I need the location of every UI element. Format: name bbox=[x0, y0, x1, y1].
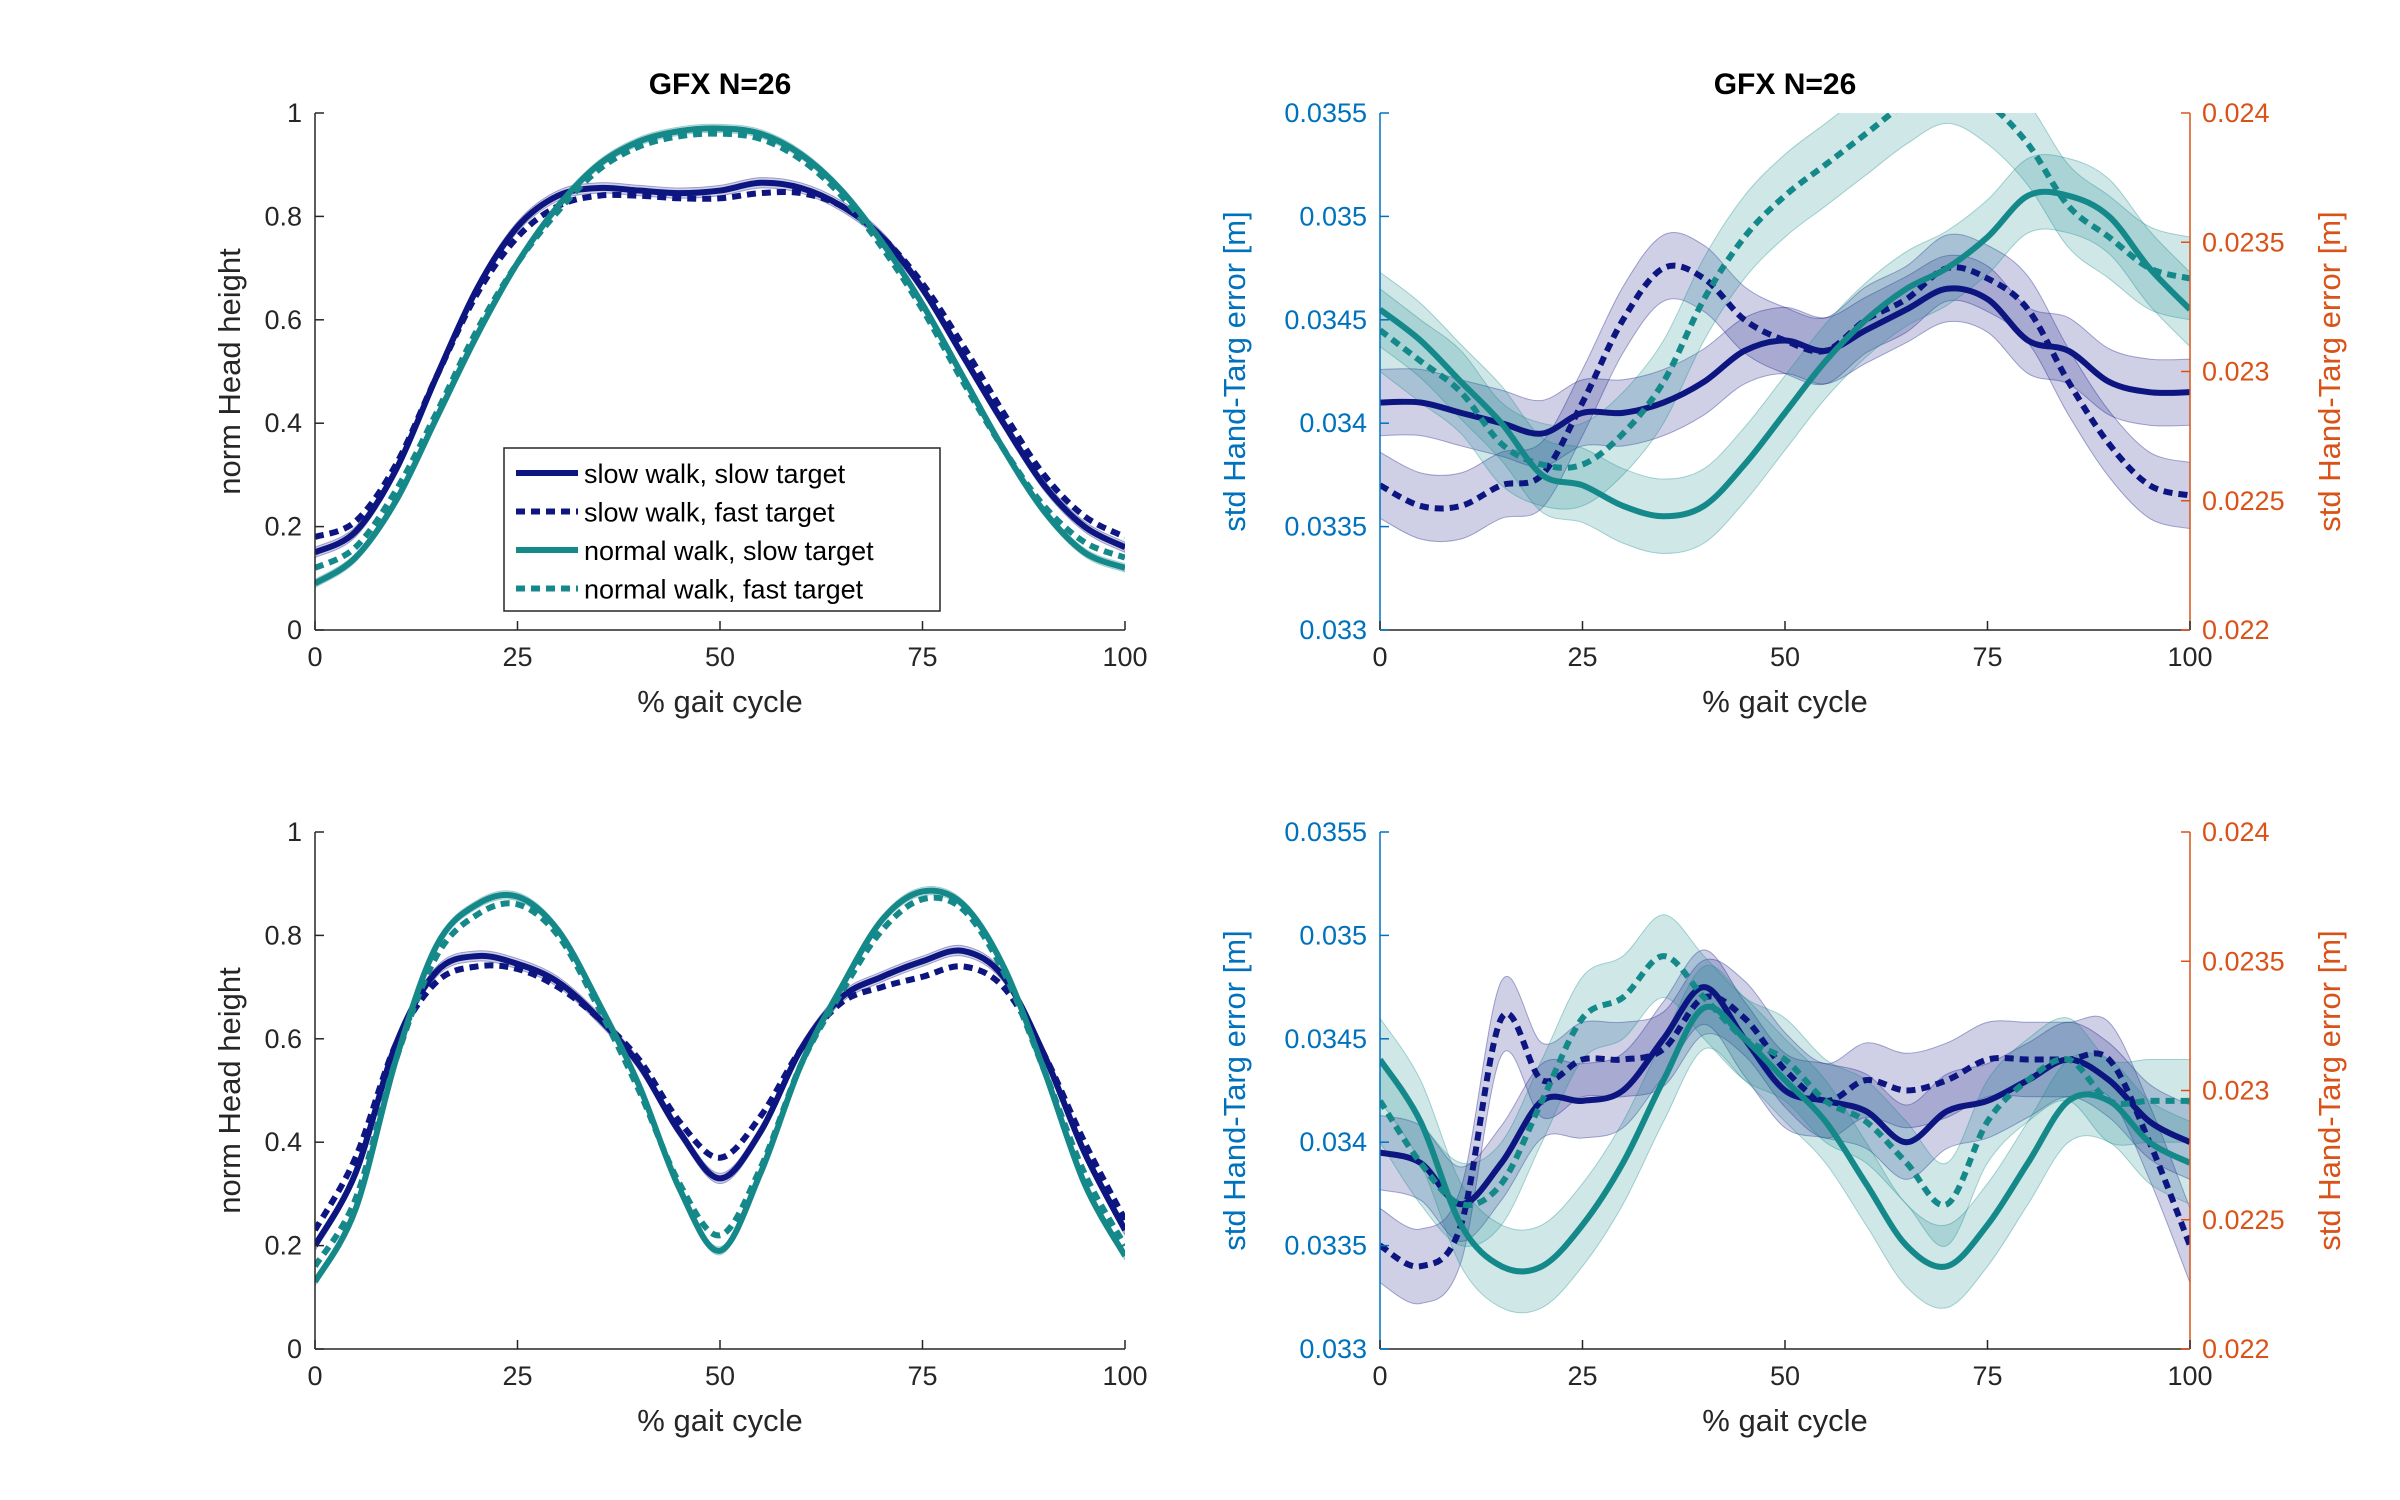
y-tick-label: 0.8 bbox=[264, 920, 302, 950]
y-axis-label: norm Head height bbox=[212, 967, 247, 1214]
y-right-tick-label: 0.022 bbox=[2202, 1334, 2270, 1364]
y-tick-label: 0.034 bbox=[1299, 408, 1367, 438]
y-tick-label: 0.4 bbox=[264, 408, 302, 438]
x-axis-label: % gait cycle bbox=[637, 1403, 802, 1438]
x-tick-label: 50 bbox=[1770, 642, 1800, 672]
y-tick-label: 1 bbox=[287, 98, 302, 128]
y-right-tick-label: 0.0225 bbox=[2202, 1205, 2285, 1235]
x-tick-label: 75 bbox=[907, 642, 937, 672]
x-tick-label: 25 bbox=[1567, 1361, 1597, 1391]
x-tick-label: 75 bbox=[1972, 1361, 2002, 1391]
hand-error-lower-plot: 0 25 50 75 100 0.033 0.0335 0.034 0.0345 0.035 0.0… bbox=[1217, 817, 2347, 1438]
x-tick-label: 25 bbox=[502, 642, 532, 672]
plot-area bbox=[1380, 113, 2190, 554]
head-height-upper-plot: 0 25 50 75 100 0 0.2 0.4 0.6 0.8 1 % gait cycle norm… bbox=[212, 68, 1148, 719]
x-tick-label: 100 bbox=[2167, 642, 2212, 672]
x-tick-label: 100 bbox=[2167, 1361, 2212, 1391]
y-tick-label: 0.035 bbox=[1299, 201, 1367, 231]
error-band-1 bbox=[1380, 958, 2190, 1305]
series-line-2 bbox=[1380, 1003, 2190, 1275]
y-right-tick-label: 0.024 bbox=[2202, 817, 2270, 847]
error-band-1 bbox=[1380, 232, 2190, 543]
y-tick-label: 0.0345 bbox=[1284, 1024, 1367, 1054]
x-tick-label: 0 bbox=[307, 1361, 322, 1391]
x-tick-label: 50 bbox=[705, 1361, 735, 1391]
error-band-3 bbox=[1380, 113, 2190, 510]
head-height-lower-plot: 0 25 50 75 100 0 0.2 0.4 0.6 0.8 1 % gait cycle norm… bbox=[212, 817, 1148, 1438]
y-right-tick-label: 0.023 bbox=[2202, 1076, 2270, 1106]
y-axis-right-label: std Hand-Targ error [m] bbox=[2312, 211, 2347, 531]
y-axis-label: std Hand-Targ error [m] bbox=[1217, 930, 1252, 1250]
x-axis-label: % gait cycle bbox=[637, 684, 802, 719]
legend-label-1: slow walk, fast target bbox=[584, 498, 835, 528]
y-tick-label: 0.0335 bbox=[1284, 1231, 1367, 1261]
legend-label-2: normal walk, slow target bbox=[584, 536, 874, 566]
series-line-1 bbox=[315, 188, 1125, 540]
y-right-tick-label: 0.024 bbox=[2202, 98, 2270, 128]
plot-area bbox=[1380, 914, 2190, 1314]
legend-label-3: normal walk, fast target bbox=[584, 575, 864, 605]
x-tick-label: 0 bbox=[1372, 642, 1387, 672]
y-right-tick-label: 0.0235 bbox=[2202, 227, 2285, 257]
y-axis-right-label: std Hand-Targ error [m] bbox=[2312, 930, 2347, 1250]
y-tick-label: 0.0355 bbox=[1284, 98, 1367, 128]
plot-area bbox=[315, 885, 1125, 1287]
x-tick-label: 75 bbox=[907, 1361, 937, 1391]
series-line-2 bbox=[315, 887, 1125, 1284]
y-axis-label: std Hand-Targ error [m] bbox=[1217, 211, 1252, 531]
chart-title: GFX N=26 bbox=[1714, 68, 1857, 101]
error-band-0 bbox=[1380, 949, 2190, 1242]
x-tick-label: 0 bbox=[1372, 1361, 1387, 1391]
series-line-3 bbox=[315, 894, 1125, 1268]
x-tick-label: 100 bbox=[1102, 642, 1147, 672]
y-tick-label: 0.035 bbox=[1299, 920, 1367, 950]
hand-error-upper-plot: 0 25 50 75 100 0.033 0.0335 0.034 0.0345 0.035 0.0… bbox=[1217, 68, 2347, 719]
legend-label-0: slow walk, slow target bbox=[584, 459, 846, 489]
y-right-tick-label: 0.022 bbox=[2202, 615, 2270, 645]
y-right-tick-label: 0.023 bbox=[2202, 357, 2270, 387]
x-axis-label: % gait cycle bbox=[1702, 684, 1867, 719]
x-tick-label: 0 bbox=[307, 642, 322, 672]
y-tick-label: 0.2 bbox=[264, 512, 302, 542]
legend: slow walk, slow target slow walk, fast ta… bbox=[503, 447, 941, 612]
y-tick-label: 0.0345 bbox=[1284, 305, 1367, 335]
x-tick-label: 75 bbox=[1972, 642, 2002, 672]
x-tick-label: 25 bbox=[1567, 642, 1597, 672]
series-line-2 bbox=[1380, 188, 2190, 520]
series-line-3 bbox=[1380, 953, 2190, 1209]
error-band-2 bbox=[1380, 154, 2190, 554]
y-right-tick-label: 0.0225 bbox=[2202, 486, 2285, 516]
series-line-3 bbox=[315, 130, 1125, 571]
y-tick-label: 0.6 bbox=[264, 305, 302, 335]
y-tick-label: 0.8 bbox=[264, 201, 302, 231]
series-line-1 bbox=[315, 962, 1125, 1232]
y-tick-label: 1 bbox=[287, 817, 302, 847]
y-tick-label: 0.0335 bbox=[1284, 512, 1367, 542]
x-tick-label: 25 bbox=[502, 1361, 532, 1391]
plot-area bbox=[315, 123, 1125, 589]
x-tick-label: 50 bbox=[1770, 1361, 1800, 1391]
series-line-0 bbox=[315, 947, 1125, 1248]
y-tick-label: 0.033 bbox=[1299, 1334, 1367, 1364]
series-line-1 bbox=[1380, 262, 2190, 512]
y-tick-label: 0.2 bbox=[264, 1231, 302, 1261]
series-line-0 bbox=[1380, 285, 2190, 437]
y-axis-label: norm Head height bbox=[212, 248, 247, 495]
y-tick-label: 0 bbox=[287, 1334, 302, 1364]
y-tick-label: 0 bbox=[287, 615, 302, 645]
x-axis-label: % gait cycle bbox=[1702, 1403, 1867, 1438]
x-tick-label: 100 bbox=[1102, 1361, 1147, 1391]
y-tick-label: 0.034 bbox=[1299, 1127, 1367, 1157]
y-tick-label: 0.033 bbox=[1299, 615, 1367, 645]
y-right-tick-label: 0.0235 bbox=[2202, 946, 2285, 976]
error-band-0 bbox=[315, 944, 1125, 1252]
y-tick-label: 0.4 bbox=[264, 1127, 302, 1157]
series-line-3 bbox=[1380, 113, 2190, 471]
x-tick-label: 50 bbox=[705, 642, 735, 672]
y-tick-label: 0.6 bbox=[264, 1024, 302, 1054]
chart-title: GFX N=26 bbox=[649, 68, 792, 101]
y-tick-label: 0.0355 bbox=[1284, 817, 1367, 847]
